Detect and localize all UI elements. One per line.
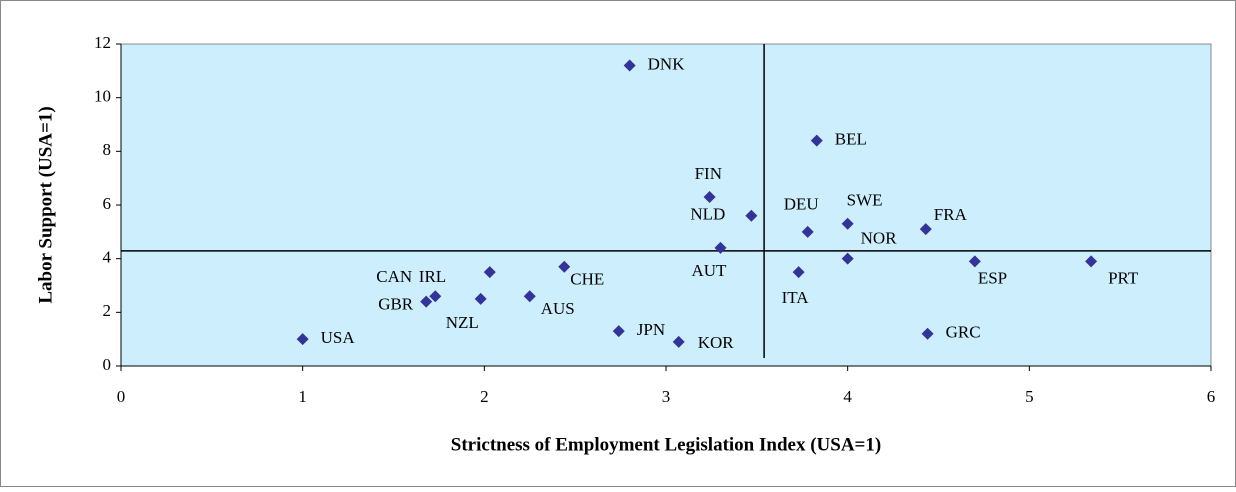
y-tick-label: 12 (94, 33, 111, 52)
plot-area (120, 43, 1212, 367)
point (483, 266, 496, 279)
x-tick-label: 2 (480, 387, 489, 406)
point-label: CHE (570, 270, 604, 289)
point-label: IRL (419, 267, 446, 286)
point-label: PRT (1108, 268, 1139, 287)
y-tick-label: 0 (103, 355, 112, 374)
x-tick-label: 5 (1025, 387, 1034, 406)
x-tick-label: 6 (1207, 387, 1216, 406)
y-tick-label: 4 (103, 248, 112, 267)
point-label: ITA (782, 288, 810, 307)
point-label: SWE (847, 191, 883, 210)
point-label: JPN (637, 320, 665, 339)
point (745, 209, 758, 222)
point (1085, 255, 1098, 268)
point (612, 325, 625, 338)
point-label: USA (321, 328, 356, 347)
point (703, 190, 716, 203)
point (810, 134, 823, 147)
point (558, 260, 571, 273)
point (792, 266, 805, 279)
x-axis-title: Strictness of Employment Legislation Ind… (451, 434, 881, 455)
point-label: FIN (695, 164, 722, 183)
y-axis-title: Labor Support (USA=1) (35, 106, 56, 303)
x-tick-label: 1 (298, 387, 307, 406)
point-label: AUT (692, 261, 728, 280)
point (623, 59, 636, 72)
point (841, 252, 854, 265)
point-label: NZL (446, 313, 479, 332)
point-label: FRA (934, 205, 968, 224)
point-label: AUS (541, 299, 575, 318)
y-tick-label: 8 (103, 140, 112, 159)
point (429, 290, 442, 303)
x-tick-label: 4 (843, 387, 852, 406)
x-tick-label: 3 (662, 387, 671, 406)
x-tick-label: 0 (117, 387, 126, 406)
point-label: NOR (861, 229, 898, 248)
point (296, 333, 309, 346)
y-tick-label: 2 (103, 301, 112, 320)
point (919, 223, 932, 236)
point (921, 327, 934, 340)
point (672, 335, 685, 348)
point-label: GRC (946, 323, 981, 342)
point-label: BEL (835, 130, 867, 149)
point-label: CAN (376, 267, 412, 286)
point-label: DEU (784, 195, 819, 214)
point (420, 295, 433, 308)
point (474, 292, 487, 305)
point (523, 290, 536, 303)
point (841, 217, 854, 230)
y-tick-label: 6 (103, 194, 112, 213)
y-tick-label: 10 (94, 87, 111, 106)
point-label: DNK (648, 54, 686, 73)
point-label: NLD (690, 205, 725, 224)
point-label: ESP (978, 268, 1007, 287)
point-label: KOR (698, 333, 735, 352)
point (968, 255, 981, 268)
point-label: GBR (378, 295, 414, 314)
point (801, 225, 814, 238)
point (714, 241, 727, 254)
